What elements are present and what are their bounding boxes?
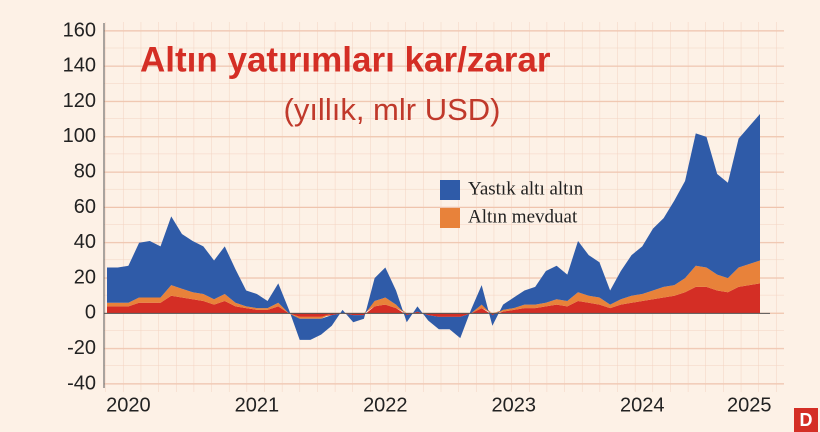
y-tick-label: 140: [63, 55, 96, 77]
x-tick-label: 2025: [727, 394, 772, 416]
y-tick-label: 80: [74, 160, 96, 182]
plot: [103, 23, 784, 388]
legend-swatch: [440, 208, 460, 228]
logo: D: [800, 410, 813, 430]
x-tick-label: 2023: [492, 394, 537, 416]
area: [107, 113, 760, 340]
y-tick-label: 160: [63, 19, 96, 41]
legend-label: Yastık altı altın: [468, 178, 584, 199]
area: [107, 260, 760, 319]
y-tick-label: 40: [74, 231, 96, 253]
x-tick-label: 2020: [106, 394, 151, 416]
legend-label: Altın mevduat: [468, 206, 578, 227]
y-tick-label: 60: [74, 196, 96, 218]
legend-swatch: [440, 180, 460, 200]
x-tick-label: 2024: [620, 394, 665, 416]
x-tick-label: 2022: [363, 394, 408, 416]
y-tick-label: -20: [67, 337, 96, 359]
logo-box: [794, 408, 818, 432]
y-tick-label: 0: [85, 302, 96, 324]
area: [107, 283, 760, 317]
y-tick-label: -40: [67, 372, 96, 394]
chart-subtitle: (yıllık, mlr USD): [284, 92, 501, 127]
x-tick-label: 2021: [235, 394, 280, 416]
chart-title: Altın yatırımları kar/zarar: [140, 40, 551, 79]
y-tick-label: 120: [63, 90, 96, 112]
y-tick-label: 100: [63, 125, 96, 147]
y-tick-label: 20: [74, 266, 96, 288]
